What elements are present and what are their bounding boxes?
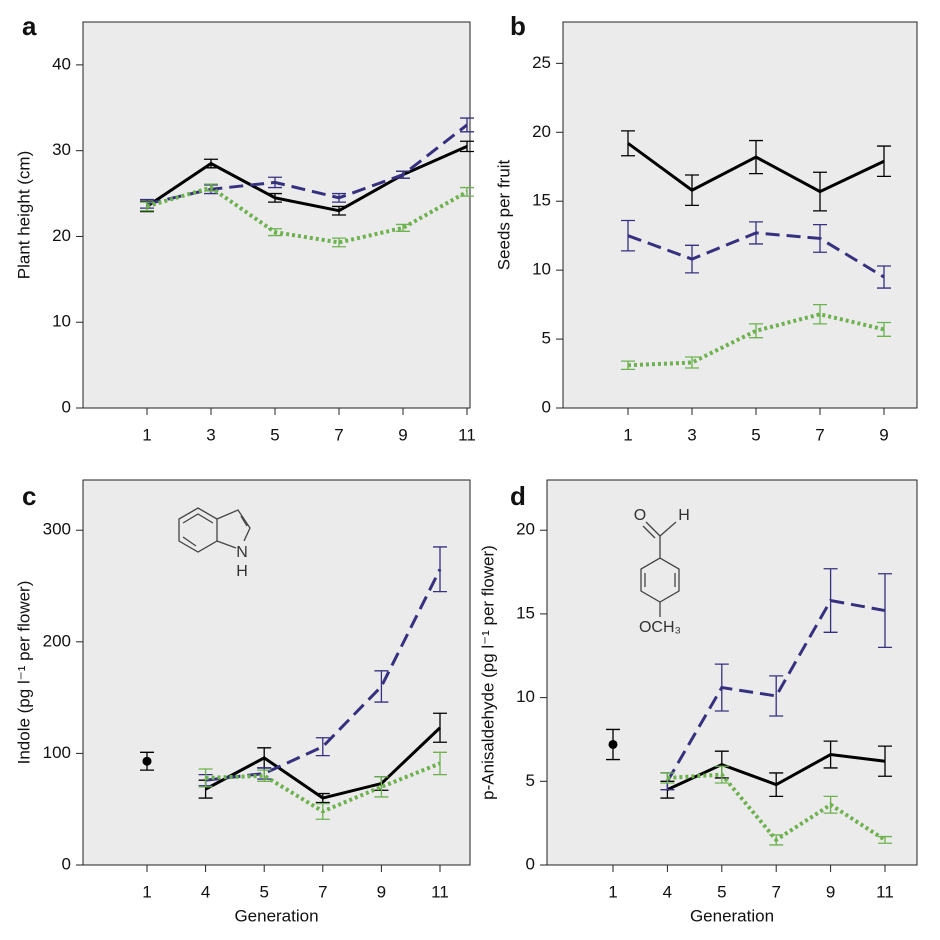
series-line xyxy=(204,726,442,800)
y-tick-label: 0 xyxy=(542,397,551,416)
plot-area xyxy=(546,479,918,866)
y-tick-label: 20 xyxy=(52,226,71,245)
y-axis-label: Seeds per fruit xyxy=(494,159,513,270)
x-tick-label: 9 xyxy=(377,882,386,901)
error-bar xyxy=(878,745,892,777)
x-tick-label: 4 xyxy=(663,882,672,901)
panel: c 0 100 200 300 1 4 5 7 9 11 Indole (pg l⁻¹ per flo… xyxy=(14,479,471,925)
y-tick-label: 5 xyxy=(526,771,535,790)
y-tick-label: 15 xyxy=(532,191,551,210)
series-line xyxy=(666,752,886,792)
panel-label: b xyxy=(510,11,526,41)
panel: a 0 10 20 30 40 1 3 5 7 9 11 Plant height (cm) xyxy=(14,11,475,445)
y-tick-label: 20 xyxy=(532,122,551,141)
series-line xyxy=(627,142,885,194)
y-tick-label: 0 xyxy=(62,397,71,416)
panel-label: c xyxy=(22,481,36,511)
x-tick-label: 7 xyxy=(815,425,824,444)
y-tick-label: 15 xyxy=(516,603,535,622)
x-axis-label: Generation xyxy=(234,906,318,925)
panel: d 0 5 10 15 20 1 4 5 7 9 11 p-Anisaldehyde (pg l⁻¹ p… xyxy=(478,479,918,925)
panel-label: a xyxy=(22,11,37,41)
plot-area xyxy=(82,21,471,409)
y-tick-label: 25 xyxy=(532,53,551,72)
atom-label: N xyxy=(236,544,248,561)
error-bar xyxy=(877,321,891,337)
indole-structure: N H xyxy=(178,507,251,580)
x-tick-label: 7 xyxy=(334,425,343,444)
series-line xyxy=(627,312,885,368)
x-tick-label: 9 xyxy=(826,882,835,901)
atom-label: H xyxy=(678,507,690,524)
x-tick-label: 1 xyxy=(142,882,151,901)
atom-label: O xyxy=(634,507,646,524)
error-bar xyxy=(460,140,474,153)
error-bar xyxy=(878,835,892,844)
x-tick-label: 11 xyxy=(876,882,894,901)
series-line xyxy=(627,231,885,279)
x-axis-label: Generation xyxy=(690,906,774,925)
error-bar xyxy=(621,130,635,157)
x-tick-label: 9 xyxy=(879,425,888,444)
x-tick-label: 3 xyxy=(206,425,215,444)
plot-area xyxy=(82,479,471,866)
atom-label: OCH₃ xyxy=(639,619,681,636)
series-line xyxy=(666,598,886,783)
y-tick-label: 30 xyxy=(52,140,71,159)
error-bar xyxy=(374,670,389,703)
x-tick-label: 4 xyxy=(201,882,210,901)
x-tick-label: 1 xyxy=(608,882,617,901)
y-tick-label: 100 xyxy=(43,743,71,762)
x-tick-label: 9 xyxy=(398,425,407,444)
y-tick-label: 300 xyxy=(43,520,71,539)
y-tick-label: 0 xyxy=(62,854,71,873)
error-bar xyxy=(374,776,389,798)
data-point xyxy=(608,739,618,749)
panel-label: d xyxy=(510,481,526,511)
plot-area xyxy=(562,21,918,409)
x-tick-label: 5 xyxy=(270,425,279,444)
y-tick-label: 200 xyxy=(43,631,71,650)
error-bar xyxy=(433,712,447,743)
data-point xyxy=(142,756,152,766)
error-bar xyxy=(685,356,699,369)
anisaldehyde-structure: O H OCH₃ xyxy=(634,507,690,636)
error-bar xyxy=(621,219,635,252)
x-tick-label: 5 xyxy=(717,882,726,901)
y-tick-label: 10 xyxy=(516,687,535,706)
y-axis-label: Plant height (cm) xyxy=(14,151,33,280)
series-line xyxy=(146,185,468,245)
error-bar xyxy=(257,769,272,782)
x-tick-label: 5 xyxy=(259,882,268,901)
atom-label: H xyxy=(236,563,248,580)
x-tick-label: 3 xyxy=(687,425,696,444)
y-tick-label: 5 xyxy=(542,329,551,348)
error-bar xyxy=(315,737,330,757)
x-tick-label: 1 xyxy=(142,425,151,444)
x-tick-label: 11 xyxy=(458,425,476,444)
x-tick-label: 7 xyxy=(318,882,327,901)
y-tick-label: 0 xyxy=(526,854,535,873)
y-axis-label: p-Anisaldehyde (pg l⁻¹ per flower) xyxy=(478,545,497,800)
error-bar xyxy=(332,237,346,248)
x-tick-label: 7 xyxy=(771,882,780,901)
x-tick-label: 1 xyxy=(623,425,632,444)
x-tick-label: 11 xyxy=(431,882,449,901)
y-tick-label: 20 xyxy=(516,520,535,539)
y-axis-label: Indole (pg l⁻¹ per flower) xyxy=(14,581,33,765)
error-bar xyxy=(749,323,763,339)
series-line xyxy=(146,145,468,213)
series-line xyxy=(205,761,441,814)
x-tick-label: 5 xyxy=(751,425,760,444)
error-bar xyxy=(769,675,784,717)
y-tick-label: 10 xyxy=(532,260,551,279)
series-line xyxy=(667,772,887,843)
error-bar xyxy=(813,303,827,325)
y-tick-label: 10 xyxy=(52,312,71,331)
error-bar xyxy=(877,145,891,178)
y-tick-label: 40 xyxy=(52,54,71,73)
panel: b 0 5 10 15 20 25 1 3 5 7 9 Seeds per fruit xyxy=(494,11,918,444)
error-bar xyxy=(621,360,635,371)
